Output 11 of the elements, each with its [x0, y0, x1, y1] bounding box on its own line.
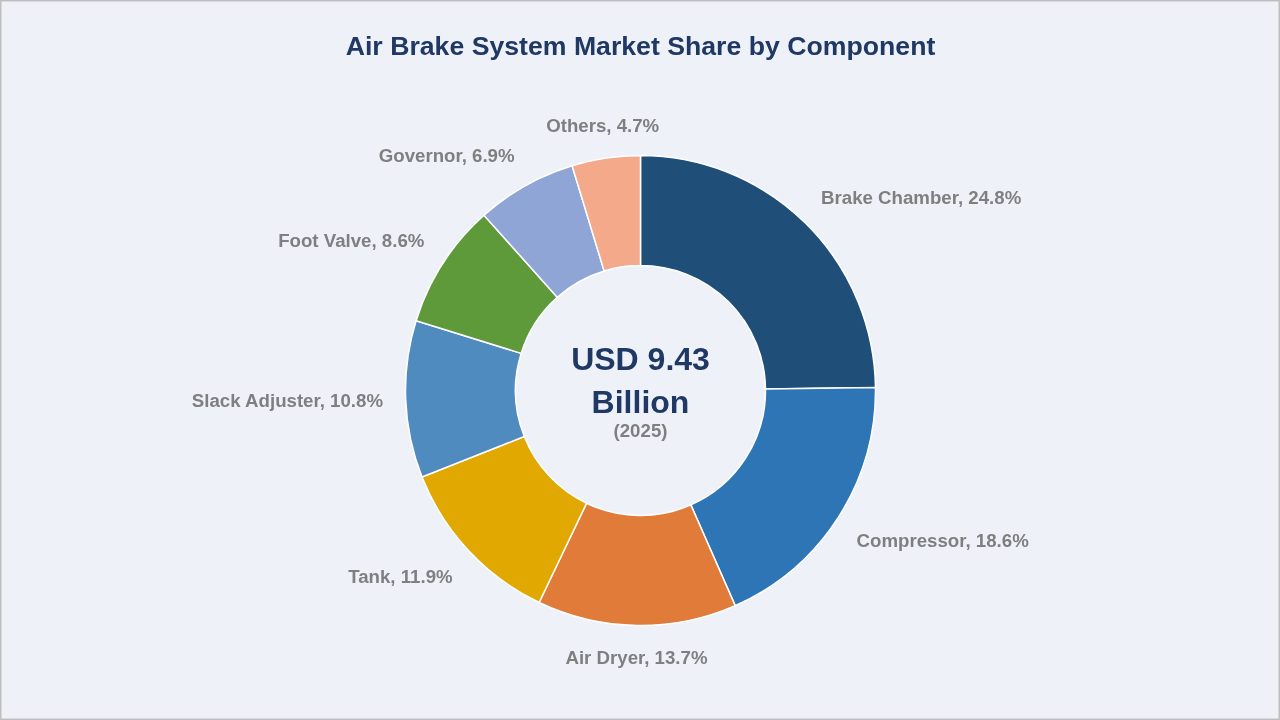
chart-title: Air Brake System Market Share by Component — [345, 30, 936, 61]
text: (2025) — [613, 420, 668, 441]
slice-label: Compressor, 18.6% — [856, 529, 1030, 551]
slice-label: Governor, 6.9% — [378, 145, 515, 167]
slice-label: Others, 4.7% — [546, 115, 660, 137]
slice-label: Foot Valve, 8.6% — [278, 230, 425, 252]
slice-label: Tank, 11.9% — [348, 565, 454, 587]
slice-label: Air Dryer, 13.7% — [565, 647, 708, 669]
text: USD 9.43 Billion — [571, 340, 710, 421]
slice-label: Slack Adjuster, 10.8% — [191, 389, 384, 411]
slice-label: Brake Chamber, 24.8% — [821, 186, 1022, 208]
